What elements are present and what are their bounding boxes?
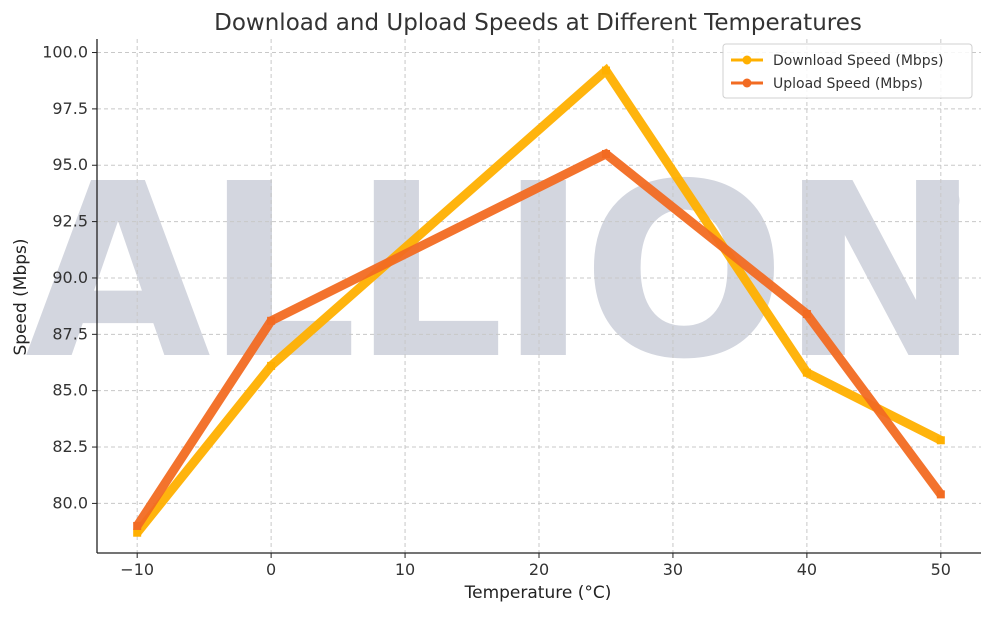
y-tick-label: 92.5 [52, 212, 88, 231]
data-point-upload [802, 310, 811, 319]
y-tick-label: 82.5 [52, 437, 88, 456]
legend-label-upload: Upload Speed (Mbps) [773, 76, 923, 92]
legend-marker-upload [742, 78, 752, 88]
y-tick-label: 85.0 [52, 381, 88, 400]
series-lines [133, 63, 945, 537]
watermark-registered-mark: ® [925, 179, 965, 225]
data-point-upload [936, 490, 945, 499]
chart-title: Download and Upload Speeds at Different … [214, 10, 862, 36]
data-point-download [936, 436, 945, 445]
legend-box [722, 43, 973, 99]
watermark-text: ALLION [25, 132, 975, 412]
x-tick-label: 40 [797, 560, 817, 579]
x-tick-label: 20 [529, 560, 549, 579]
legend-label-download: Download Speed (Mbps) [773, 53, 943, 69]
x-tick-label: 10 [395, 560, 415, 579]
legend: Download Speed (Mbps) Upload Speed (Mbps… [722, 43, 973, 99]
data-point-download [802, 368, 811, 377]
y-tick-label: 80.0 [52, 493, 88, 512]
x-axis-label: Temperature (°C) [464, 583, 612, 603]
y-tick-label: 95.0 [52, 155, 88, 174]
x-tick-label: −10 [120, 560, 154, 579]
data-point-upload [267, 316, 276, 325]
watermark-logo: ALLION ® [25, 132, 981, 412]
data-point-download [601, 66, 610, 75]
data-point-upload [133, 521, 142, 530]
x-tick-label: 0 [266, 560, 276, 579]
data-point-download [267, 361, 276, 370]
y-tick-label: 90.0 [52, 268, 88, 287]
data-point-download [133, 528, 142, 537]
x-tick-label: 50 [931, 560, 951, 579]
y-tick-label: 97.5 [52, 99, 88, 118]
axes: −10 0 10 20 30 40 50 80.0 82.5 85.0 87.5 90.0 92.5 95… [42, 39, 981, 579]
data-point-upload [601, 149, 610, 158]
y-axis-label: Speed (Mbps) [11, 238, 31, 355]
y-tick-label: 100.0 [42, 43, 88, 62]
y-tick-label: 87.5 [52, 324, 88, 343]
x-tick-label: 30 [663, 560, 683, 579]
legend-marker-download [742, 55, 752, 65]
